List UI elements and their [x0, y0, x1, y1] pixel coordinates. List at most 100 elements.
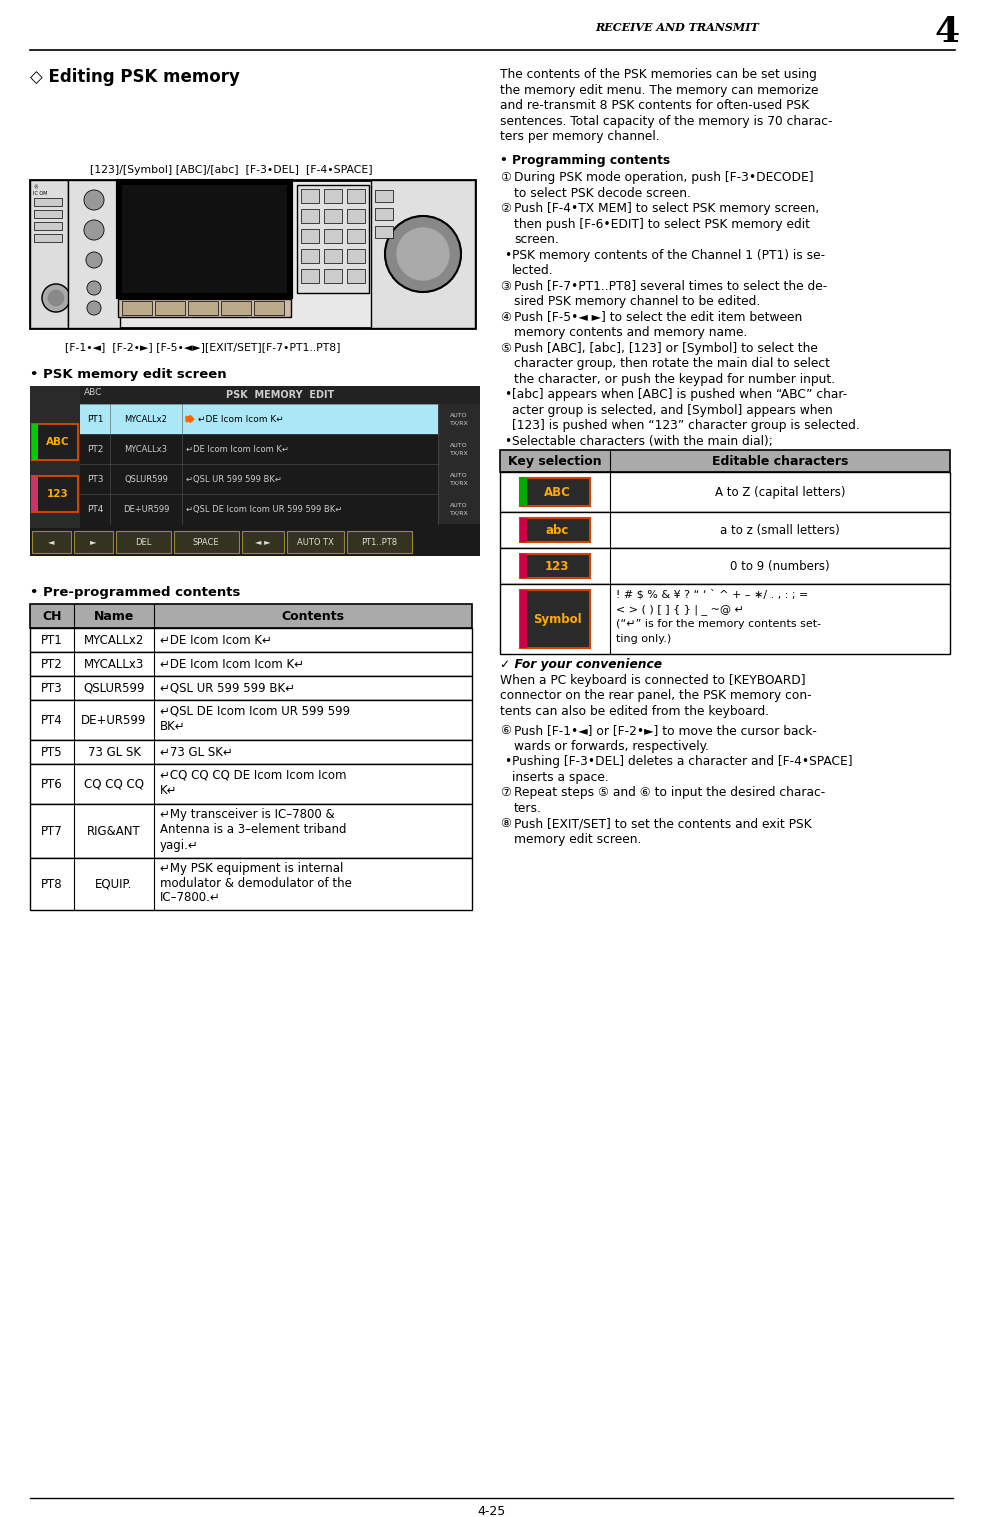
Bar [80, 464, 438, 495]
Text: SPACE: SPACE [193, 537, 219, 546]
Bar [30, 699, 472, 740]
Text: The contents of the PSK memories can be set using: The contents of the PSK memories can be … [500, 68, 817, 80]
Text: ⑦: ⑦ [500, 786, 511, 799]
Text: ↵QSL DE Icom Icom UR 599 599: ↵QSL DE Icom Icom UR 599 599 [160, 704, 350, 718]
Text: PT4: PT4 [87, 505, 103, 513]
Text: TX/RX: TX/RX [449, 420, 468, 425]
Bar [32, 476, 78, 513]
Bar [520, 478, 590, 507]
Text: ①: ① [500, 171, 511, 184]
Text: 0 to 9 (numbers): 0 to 9 (numbers) [730, 560, 830, 572]
Text: [abc] appears when [ABC] is pushed when “ABC” char-: [abc] appears when [ABC] is pushed when … [512, 388, 847, 400]
Bar [375, 190, 393, 202]
Bar [32, 531, 71, 554]
Bar [30, 385, 80, 557]
FancyArrow shape [186, 416, 194, 423]
Text: PT3: PT3 [41, 681, 63, 695]
Bar [122, 185, 287, 293]
Bar [30, 677, 472, 699]
Text: Push [F-7•PT1..PT8] several times to select the de-: Push [F-7•PT1..PT8] several times to sel… [514, 279, 828, 293]
Text: to select PSK decode screen.: to select PSK decode screen. [514, 187, 691, 200]
Text: ►: ► [89, 537, 96, 546]
Bar [301, 249, 319, 262]
Bar [80, 385, 480, 528]
Text: During PSK mode operation, push [F-3•DECODE]: During PSK mode operation, push [F-3•DEC… [514, 171, 814, 184]
Bar [371, 181, 475, 328]
Bar [347, 229, 365, 243]
Text: PT2: PT2 [41, 657, 63, 671]
Text: ters.: ters. [514, 801, 542, 815]
Text: DE+UR599: DE+UR599 [82, 713, 146, 727]
Text: AUTO: AUTO [450, 413, 468, 417]
Text: ting only.): ting only.) [616, 634, 671, 645]
Bar [301, 229, 319, 243]
Circle shape [397, 228, 449, 281]
Text: ters per memory channel.: ters per memory channel. [500, 130, 660, 143]
Text: ②: ② [500, 202, 511, 215]
Bar [324, 229, 342, 243]
Text: • PSK memory edit screen: • PSK memory edit screen [30, 369, 227, 381]
Bar [347, 269, 365, 284]
Text: modulator & demodulator of the: modulator & demodulator of the [160, 877, 352, 889]
Bar [155, 300, 185, 316]
Bar [242, 531, 284, 554]
Text: CQ CQ CQ: CQ CQ CQ [84, 778, 144, 790]
Bar [297, 185, 369, 293]
Text: ABC: ABC [84, 388, 102, 397]
Text: PT1: PT1 [41, 634, 63, 646]
Text: Push [F-5•◄ ►] to select the edit item between: Push [F-5•◄ ►] to select the edit item b… [514, 311, 802, 323]
Text: ↵DE Icom Icom Icom K↵: ↵DE Icom Icom Icom K↵ [160, 657, 304, 671]
Bar [32, 423, 38, 460]
Bar [30, 604, 472, 628]
Text: AUTO: AUTO [450, 472, 468, 478]
Text: ↵CQ CQ CQ DE Icom Icom Icom: ↵CQ CQ CQ DE Icom Icom Icom [160, 768, 346, 781]
Circle shape [86, 252, 102, 269]
Bar [500, 548, 950, 584]
Bar [375, 226, 393, 238]
Text: yagi.↵: yagi.↵ [160, 839, 199, 851]
Circle shape [84, 220, 104, 240]
Text: PT8: PT8 [41, 877, 63, 890]
Text: QSLUR599: QSLUR599 [84, 681, 145, 695]
Text: acter group is selected, and [Symbol] appears when: acter group is selected, and [Symbol] ap… [512, 404, 833, 417]
Bar [520, 590, 590, 648]
Text: K↵: K↵ [160, 784, 178, 796]
Text: lected.: lected. [512, 264, 553, 278]
Text: PT1: PT1 [87, 414, 103, 423]
Text: Name: Name [93, 610, 135, 622]
Text: ↵My transceiver is IC–7800 &: ↵My transceiver is IC–7800 & [160, 809, 334, 821]
Text: (“↵” is for the memory contents set-: (“↵” is for the memory contents set- [616, 619, 821, 630]
Bar [438, 495, 480, 523]
Bar [221, 300, 251, 316]
Text: RECEIVE AND TRANSMIT: RECEIVE AND TRANSMIT [595, 23, 759, 33]
Text: AUTO TX: AUTO TX [297, 537, 333, 546]
Text: wards or forwards, respectively.: wards or forwards, respectively. [514, 739, 709, 752]
Text: Push [EXIT/SET] to set the contents and exit PSK: Push [EXIT/SET] to set the contents and … [514, 818, 812, 830]
Circle shape [87, 281, 101, 294]
Text: MYCALLx3: MYCALLx3 [84, 657, 145, 671]
Bar [30, 604, 472, 628]
Bar [30, 859, 472, 910]
Text: 4-25: 4-25 [477, 1505, 505, 1517]
Text: ↵DE Icom Icom Icom K↵: ↵DE Icom Icom Icom K↵ [186, 444, 289, 454]
Text: Pushing [F-3•DEL] deletes a character and [F-4•SPACE]: Pushing [F-3•DEL] deletes a character an… [512, 755, 852, 768]
Text: ◄ ►: ◄ ► [256, 537, 270, 546]
Bar [80, 404, 438, 434]
Text: ®
IC OM: ® IC OM [33, 185, 47, 196]
Text: PT5: PT5 [41, 745, 63, 758]
Text: then push [F-6•EDIT] to select PSK memory edit: then push [F-6•EDIT] to select PSK memor… [514, 217, 810, 231]
Text: AUTO: AUTO [450, 443, 468, 448]
Text: PT7: PT7 [41, 825, 63, 837]
Text: [123]/[Symbol] [ABC]/[abc]  [F-3•DEL]  [F-4•SPACE]: [123]/[Symbol] [ABC]/[abc] [F-3•DEL] [F-… [90, 165, 373, 174]
Text: Key selection: Key selection [508, 455, 602, 467]
Circle shape [87, 300, 101, 316]
Text: ↵QSL DE Icom Icom UR 599 599 BK↵: ↵QSL DE Icom Icom UR 599 599 BK↵ [186, 505, 342, 513]
Text: Selectable characters (with the main dial);: Selectable characters (with the main dia… [512, 434, 773, 448]
Bar [30, 740, 472, 765]
Bar [174, 531, 239, 554]
Text: character group, then rotate the main dial to select: character group, then rotate the main di… [514, 356, 830, 370]
Text: the memory edit menu. The memory can memorize: the memory edit menu. The memory can mem… [500, 83, 819, 97]
Text: 73 GL SK: 73 GL SK [87, 745, 141, 758]
Bar [375, 208, 393, 220]
Text: memory edit screen.: memory edit screen. [514, 833, 641, 845]
